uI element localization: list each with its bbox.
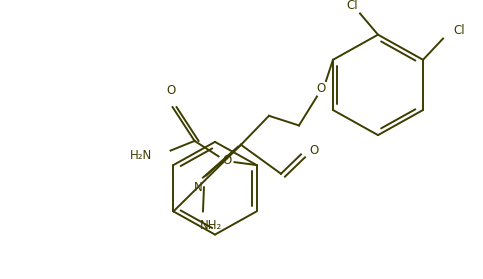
Text: Cl: Cl [453,24,465,37]
Text: N: N [194,181,202,194]
Text: Cl: Cl [346,0,358,12]
Text: O: O [309,144,318,157]
Text: NH₂: NH₂ [200,219,222,232]
Text: O: O [166,85,175,97]
Text: O: O [222,154,231,167]
Text: O: O [316,82,326,95]
Text: H₂N: H₂N [130,149,153,162]
